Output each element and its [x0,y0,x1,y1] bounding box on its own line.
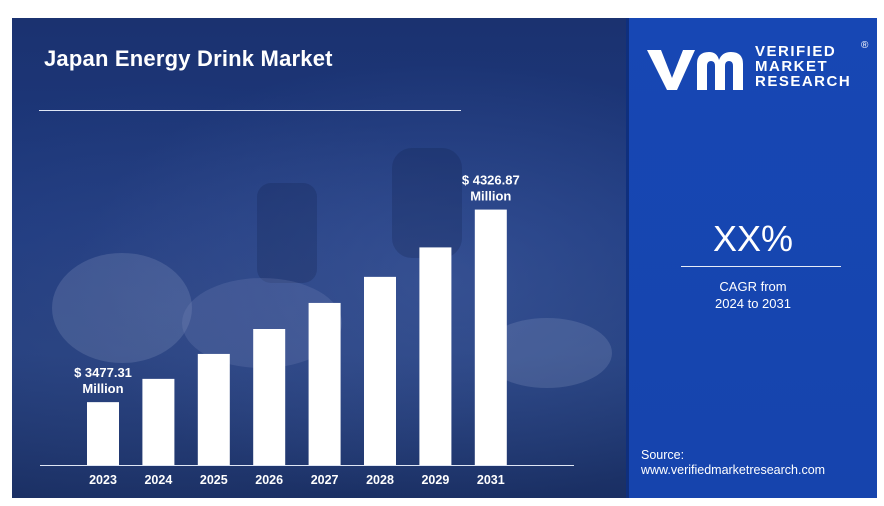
data-label-2031-line-2: Million [470,189,511,204]
cagr-value: XX% [712,218,794,259]
background-photo [257,183,317,283]
x-tick-label-2026: 2026 [255,473,283,487]
x-tick-label-2028: 2028 [366,473,394,487]
x-tick-label-2025: 2025 [200,473,228,487]
bar-2027 [308,302,341,465]
bar-2028 [364,276,396,465]
info-panel: VERIFIED MARKET RESEARCH ® XX% CAGR from… [626,18,877,498]
source-url: www.verifiedmarketresearch.com [641,463,826,477]
source-note: Source: www.verifiedmarketresearch.com [641,448,825,478]
data-label-2023-line-1: $ 3477.31 [74,365,132,380]
brand-line-2: MARKET [755,58,829,75]
infographic: Japan Energy Drink Market 2023 $ 3477.31 M… [12,18,877,498]
cagr-label: CAGR from 2024 to 2031 [629,278,877,312]
title-underline [39,110,461,111]
cagr-label-line-1: CAGR from [719,279,787,294]
cagr-divider [681,266,841,267]
background-photo [52,253,192,363]
bar-2024 [142,378,175,465]
bar-2029 [419,247,452,465]
bar-2025 [197,353,230,465]
x-tick-label-2029: 2029 [421,473,449,487]
bar-2031 [474,209,507,465]
x-tick-label-2023: 2023 [89,473,117,487]
x-tick-label-2027: 2027 [311,473,339,487]
vmr-logo-icon [647,50,743,90]
data-label-2031-line-1: $ 4326.87 [462,173,520,188]
source-label: Source: [641,448,685,462]
chart-panel: Japan Energy Drink Market 2023 $ 3477.31 M… [12,18,626,498]
brand-name: VERIFIED MARKET RESEARCH [755,44,851,89]
bar-2026 [253,329,286,465]
brand-line-1: VERIFIED [755,43,837,60]
data-label-2023-line-2: Million [82,381,123,396]
registered-mark: ® [861,40,869,51]
chart-title: Japan Energy Drink Market [44,46,333,71]
cagr-label-line-2: 2024 to 2031 [715,296,791,311]
brand-logo: VERIFIED MARKET RESEARCH ® [645,38,870,100]
x-tick-label-2024: 2024 [144,473,172,487]
brand-line-3: RESEARCH [755,73,852,90]
background-photo [392,148,462,258]
x-tick-label-2031: 2031 [477,473,505,487]
bar-2023 [87,402,119,465]
